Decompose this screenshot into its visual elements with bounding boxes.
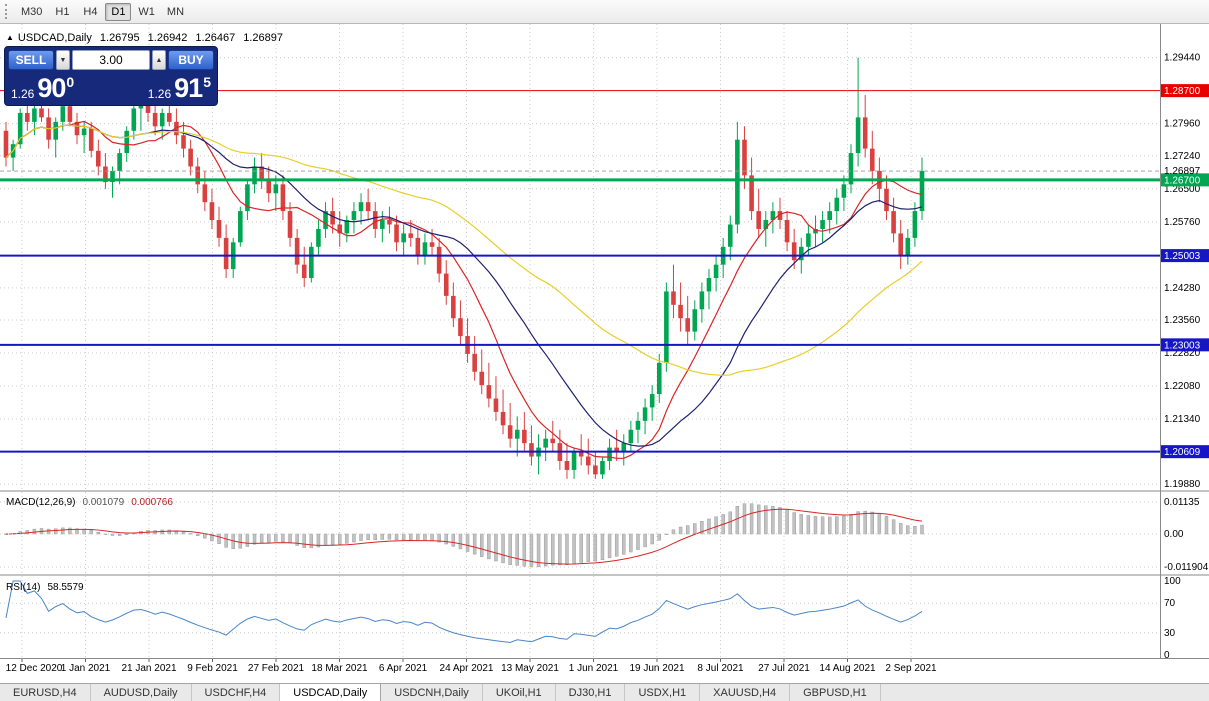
svg-text:30: 30 bbox=[1164, 628, 1176, 639]
rsi-pane: 100 70 30 0 RSI(14) 58.5579 bbox=[0, 576, 1181, 661]
svg-text:-0.011904: -0.011904 bbox=[1164, 562, 1209, 573]
volume-increase-button[interactable]: ▲ bbox=[152, 50, 166, 70]
ohlc-high-value: 1.26942 bbox=[147, 32, 188, 44]
chart-tab-audusd-daily[interactable]: AUDUSD,Daily bbox=[91, 684, 192, 701]
svg-text:1 Jun 2021: 1 Jun 2021 bbox=[569, 663, 619, 674]
chart-tab-usdchf-h4[interactable]: USDCHF,H4 bbox=[192, 684, 281, 701]
svg-text:1.27240: 1.27240 bbox=[1164, 151, 1201, 162]
volume-decrease-button[interactable]: ▼ bbox=[56, 50, 70, 70]
timeframe-button-w1[interactable]: W1 bbox=[133, 3, 160, 21]
bid-price: 1.26 90 0 bbox=[11, 75, 74, 102]
chart-tab-eurusd-h4[interactable]: EURUSD,H4 bbox=[0, 684, 91, 701]
chart-tabbar: EURUSD,H4 AUDUSD,Daily USDCHF,H4 USDCAD,Dai… bbox=[0, 683, 1209, 701]
svg-text:1.24280: 1.24280 bbox=[1164, 283, 1201, 294]
svg-text:13 May 2021: 13 May 2021 bbox=[501, 663, 559, 674]
chart-tab-dj30-h1[interactable]: DJ30,H1 bbox=[556, 684, 626, 701]
volume-input[interactable] bbox=[72, 50, 150, 70]
ask-price: 1.26 91 5 bbox=[148, 75, 211, 102]
chart-symbol-icon: ▲ bbox=[6, 33, 14, 42]
bid-prefix: 1.26 bbox=[11, 87, 35, 101]
macd-pane: 0.01135 0.00 -0.011904 MACD(12,26,9) 0.00107… bbox=[0, 497, 1209, 573]
ask-prefix: 1.26 bbox=[147, 87, 172, 101]
svg-text:2 Sep 2021: 2 Sep 2021 bbox=[885, 663, 937, 674]
svg-text:1.25760: 1.25760 bbox=[1164, 217, 1201, 228]
chart-tab-gbpusd-h1[interactable]: GBPUSD,H1 bbox=[790, 684, 881, 701]
svg-text:9 Feb 2021: 9 Feb 2021 bbox=[187, 663, 238, 674]
svg-text:27 Jul 2021: 27 Jul 2021 bbox=[758, 663, 810, 674]
svg-text:1.26500: 1.26500 bbox=[1164, 184, 1201, 195]
chart-tab-usdx-h1[interactable]: USDX,H1 bbox=[625, 684, 701, 701]
ask-big-digits: 91 bbox=[174, 73, 203, 103]
sell-button[interactable]: SELL bbox=[8, 50, 54, 70]
bid-big-digits: 90 bbox=[37, 73, 66, 103]
bid-pipette-digit: 0 bbox=[66, 74, 75, 90]
svg-text:1.28700: 1.28700 bbox=[1164, 86, 1201, 97]
svg-text:1.23003: 1.23003 bbox=[1164, 340, 1201, 351]
svg-text:1.23560: 1.23560 bbox=[1164, 315, 1201, 326]
svg-text:14 Aug 2021: 14 Aug 2021 bbox=[819, 663, 876, 674]
svg-text:19 Jun 2021: 19 Jun 2021 bbox=[629, 663, 684, 674]
svg-text:70: 70 bbox=[1164, 598, 1176, 609]
svg-text:1.20609: 1.20609 bbox=[1164, 447, 1201, 458]
price-axis[interactable]: 1.29440 1.27960 1.27240 1.26500 1.25760 1.242… bbox=[1161, 53, 1209, 491]
ohlc-low-value: 1.26467 bbox=[195, 32, 236, 44]
timeframe-button-d1[interactable]: D1 bbox=[105, 2, 132, 21]
chart-tab-ukoil-h1[interactable]: UKOil,H1 bbox=[483, 684, 556, 701]
svg-text:24 Apr 2021: 24 Apr 2021 bbox=[440, 663, 494, 674]
buy-button[interactable]: BUY bbox=[168, 50, 214, 70]
chart-tab-xauusd-h4[interactable]: XAUUSD,H4 bbox=[700, 684, 791, 701]
chart-title: ▲ USDCAD,Daily 1.26795 1.26942 1.26467 1.2689… bbox=[6, 32, 283, 44]
svg-text:8 Jul 2021: 8 Jul 2021 bbox=[697, 663, 744, 674]
svg-text:1.26700: 1.26700 bbox=[1164, 175, 1201, 186]
chart-window: 12 Dec 2020 1 Jan 2021 21 Jan 2021 9 Feb 20… bbox=[0, 24, 1209, 683]
svg-text:0.00: 0.00 bbox=[1164, 529, 1184, 540]
svg-text:1.19880: 1.19880 bbox=[1164, 479, 1201, 490]
svg-text:1.25003: 1.25003 bbox=[1164, 251, 1201, 262]
chevron-up-icon: ▲ bbox=[155, 56, 163, 64]
svg-text:1.29440: 1.29440 bbox=[1164, 53, 1201, 64]
svg-text:100: 100 bbox=[1164, 576, 1181, 587]
chevron-down-icon: ▼ bbox=[59, 56, 67, 64]
svg-text:1.21340: 1.21340 bbox=[1164, 414, 1201, 425]
svg-text:12 Dec 2020: 12 Dec 2020 bbox=[6, 663, 63, 674]
svg-text:1.22080: 1.22080 bbox=[1164, 381, 1201, 392]
timeframe-button-h1[interactable]: H1 bbox=[49, 3, 75, 21]
svg-text:1 Jan 2021: 1 Jan 2021 bbox=[61, 663, 111, 674]
toolbar-grip[interactable] bbox=[5, 4, 9, 19]
timeframe-button-h4[interactable]: H4 bbox=[77, 3, 103, 21]
one-click-trading-panel: SELL ▼ ▲ BUY 1.26 90 0 1.26 91 5 bbox=[4, 46, 218, 106]
timeframe-button-m30[interactable]: M30 bbox=[16, 3, 47, 21]
chart-symbol-label: USDCAD,Daily bbox=[17, 32, 92, 44]
svg-text:1.22820: 1.22820 bbox=[1164, 348, 1201, 359]
svg-text:6 Apr 2021: 6 Apr 2021 bbox=[379, 663, 428, 674]
ask-pipette-digit: 5 bbox=[203, 74, 211, 90]
ohlc-close-value: 1.26897 bbox=[243, 32, 283, 44]
chart-tab-usdcnh-daily[interactable]: USDCNH,Daily bbox=[381, 684, 483, 701]
svg-text:27 Feb 2021: 27 Feb 2021 bbox=[248, 663, 305, 674]
chart-tab-usdcad-daily[interactable]: USDCAD,Daily bbox=[280, 684, 382, 701]
svg-text:18 Mar 2021: 18 Mar 2021 bbox=[311, 663, 368, 674]
ohlc-open-value: 1.26795 bbox=[99, 32, 140, 44]
svg-text:1.26897: 1.26897 bbox=[1164, 166, 1201, 177]
gridlines bbox=[0, 24, 1160, 658]
timeframe-toolbar: M30 H1 H4 D1 W1 MN bbox=[0, 0, 1209, 24]
svg-text:0.01135: 0.01135 bbox=[1164, 497, 1200, 508]
svg-text:1.27960: 1.27960 bbox=[1164, 119, 1201, 130]
svg-text:0: 0 bbox=[1164, 650, 1170, 661]
svg-text:RSI(14)58.5579: RSI(14) 58.5579 bbox=[6, 582, 84, 593]
timeframe-button-mn[interactable]: MN bbox=[162, 3, 189, 21]
svg-text:21 Jan 2021: 21 Jan 2021 bbox=[121, 663, 176, 674]
